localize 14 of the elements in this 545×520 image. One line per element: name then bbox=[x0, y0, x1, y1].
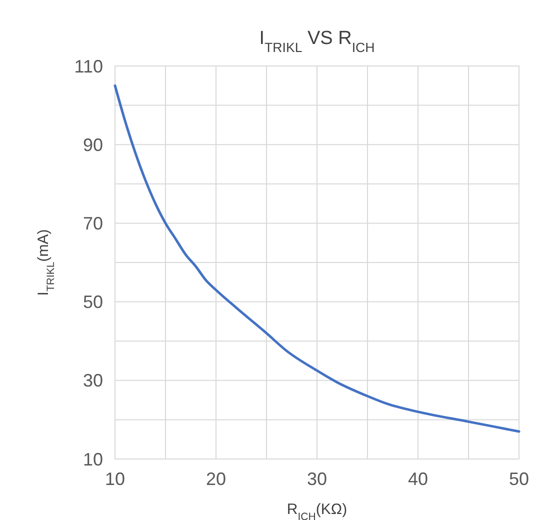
x-axis-title: R$_{ICH}$(KΩ) bbox=[286, 501, 348, 520]
y-tick-label: 10 bbox=[82, 449, 103, 470]
x-tick-label: 10 bbox=[104, 469, 126, 489]
y-tick-label: 50 bbox=[82, 292, 103, 312]
x-tick-label: 30 bbox=[306, 469, 328, 489]
x-tick-label: 20 bbox=[206, 469, 226, 489]
y-tick-label: 110 bbox=[74, 56, 103, 76]
y-tick-label: 70 bbox=[82, 214, 103, 234]
chart-title: I$_{TRIKL}$ VS R$_{ICH}$ bbox=[259, 28, 375, 54]
x-tick-label: 40 bbox=[408, 469, 428, 489]
x-tick-label: 50 bbox=[508, 469, 530, 489]
line-series bbox=[114, 84, 520, 433]
y-tick-label: 90 bbox=[82, 134, 103, 155]
y-tick-label: 30 bbox=[82, 370, 103, 391]
